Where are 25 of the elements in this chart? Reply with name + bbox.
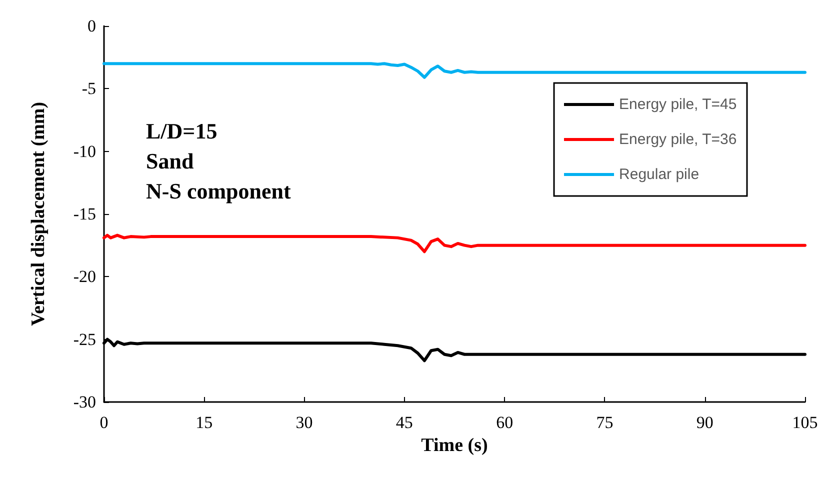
y-tick-label: -30 <box>73 392 96 412</box>
x-tick-label: 90 <box>696 413 714 432</box>
line-series <box>102 62 806 79</box>
x-axis-title: Time (s) <box>421 435 488 456</box>
y-tick-label: -5 <box>82 79 96 98</box>
x-tick-label: 75 <box>596 413 614 432</box>
x-tick-label: 60 <box>496 413 514 432</box>
x-tick-label: 0 <box>100 413 108 432</box>
y-tick-label: 0 <box>88 16 96 36</box>
legend-label: Energy pile, T=45 <box>619 96 737 113</box>
y-tick-label: -15 <box>73 204 96 224</box>
annotation: Sand <box>146 148 194 174</box>
x-tick-label: 45 <box>396 413 413 432</box>
legend-label: Regular pile <box>619 166 700 183</box>
y-tick-label: -20 <box>73 267 96 286</box>
y-tick-label: -25 <box>73 330 96 349</box>
y-tick-label: -10 <box>73 142 96 161</box>
annotation: L/D=15 <box>146 118 218 144</box>
annotation: N-S component <box>146 178 292 204</box>
y-axis-title: Vertical displacement (mm) <box>28 102 49 326</box>
line-series <box>102 234 806 254</box>
legend-label: Energy pile, T=36 <box>619 131 737 148</box>
x-tick-label: 30 <box>296 413 313 432</box>
x-tick-label: 15 <box>196 413 213 432</box>
x-tick-label: 105 <box>792 413 818 432</box>
